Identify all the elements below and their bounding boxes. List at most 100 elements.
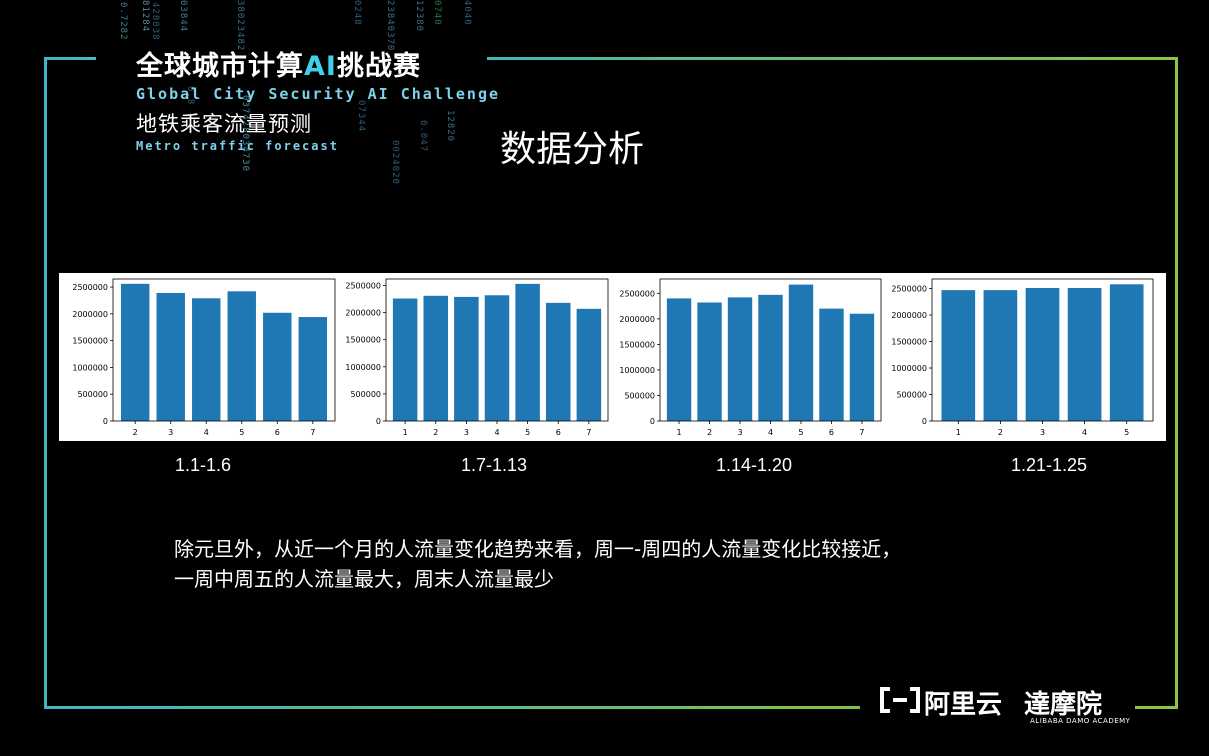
frame-right bbox=[1175, 57, 1178, 709]
frame-bottom-right bbox=[1135, 706, 1178, 709]
period-label-2: 1.7-1.13 bbox=[461, 455, 528, 475]
event-subtitle-en: Global City Security AI Challenge bbox=[136, 85, 501, 103]
plot-frame bbox=[112, 278, 336, 422]
bar-6 bbox=[545, 302, 571, 421]
x-tick-label: 2 bbox=[433, 428, 438, 437]
bar-chart-1: 2 3 4 5 6 7 0 500000 1000000 1500000 2000000 250000… bbox=[72, 278, 336, 437]
y-tick-label: 2000000 bbox=[619, 315, 655, 324]
y-tick-label: 1500000 bbox=[345, 336, 381, 345]
bar-2 bbox=[697, 302, 722, 421]
bar-2 bbox=[423, 295, 449, 421]
plot-frame bbox=[659, 278, 882, 422]
x-tick-label: 1 bbox=[403, 428, 408, 437]
y-tick-label: 1000000 bbox=[619, 366, 655, 375]
x-tick-label: 3 bbox=[737, 428, 742, 437]
y-tick-label: 1000000 bbox=[345, 363, 381, 372]
x-tick-label: 2 bbox=[707, 428, 712, 437]
y-tick-label: 1000000 bbox=[72, 363, 108, 372]
y-tick-label: 0 bbox=[650, 417, 655, 426]
y-tick-label: 500000 bbox=[624, 391, 655, 400]
frame-top-left bbox=[44, 57, 96, 60]
bar-6 bbox=[819, 308, 844, 421]
period-label-1: 1.1-1.6 bbox=[175, 455, 232, 475]
x-tick-label: 6 bbox=[829, 428, 834, 437]
x-tick-label: 2 bbox=[133, 428, 138, 437]
bar-1 bbox=[941, 290, 976, 421]
x-tick-label: 6 bbox=[275, 428, 280, 437]
y-tick-label: 2500000 bbox=[891, 285, 927, 294]
event-title-part2: 挑战赛 bbox=[336, 51, 421, 82]
aliyun-text: 阿里云 bbox=[924, 690, 1003, 720]
x-tick-label: 6 bbox=[556, 428, 561, 437]
y-tick-label: 1500000 bbox=[619, 340, 655, 349]
aliyun-logo bbox=[878, 686, 922, 718]
bar-6 bbox=[263, 312, 292, 421]
y-tick-label: 1500000 bbox=[891, 338, 927, 347]
damo-subtext: ALIBABA DAMO ACADEMY bbox=[1030, 717, 1131, 725]
bar-4 bbox=[1067, 288, 1102, 421]
weekly-flow-charts: 2 3 4 5 6 70500000100000015000002000000250000… bbox=[72, 278, 1154, 437]
event-title: 全球城市计算AI挑战赛 bbox=[136, 44, 421, 83]
bar-2 bbox=[983, 290, 1018, 421]
x-tick-label: 4 bbox=[494, 428, 499, 437]
x-tick-label: 4 bbox=[204, 428, 209, 437]
y-tick-label: 0 bbox=[922, 417, 927, 426]
conclusion-line-1: 除元旦外，从近一个月的人流量变化趋势来看，周一-周四的人流量变化比较接近， bbox=[174, 537, 902, 561]
x-tick-label: 4 bbox=[768, 428, 773, 437]
bar-3 bbox=[454, 296, 479, 421]
y-tick-label: 500000 bbox=[77, 390, 108, 399]
bar-4 bbox=[192, 298, 221, 421]
damo-text: 達摩院 bbox=[1024, 690, 1103, 720]
x-tick-label: 3 bbox=[168, 428, 173, 437]
y-tick-label: 2000000 bbox=[345, 309, 381, 318]
x-tick-label: 5 bbox=[798, 428, 803, 437]
bar-5 bbox=[788, 284, 814, 421]
y-tick-label: 0 bbox=[376, 417, 381, 426]
period-label-4: 1.21-1.25 bbox=[1011, 455, 1088, 475]
bar-3 bbox=[1025, 288, 1060, 421]
y-tick-label: 1000000 bbox=[891, 364, 927, 373]
conclusion-line-2: 一周中周五的人流量最大，周末人流量最少 bbox=[174, 567, 554, 591]
track-title-en: Metro traffic forecast bbox=[136, 139, 339, 153]
y-tick-label: 2500000 bbox=[345, 282, 381, 291]
bar-7 bbox=[849, 313, 875, 421]
bar-chart-3: 1 2 3 4 5 6 7 0 500000 1000000 1500000 2000000 25000… bbox=[619, 278, 882, 437]
y-tick-label: 0 bbox=[103, 417, 108, 426]
bar-4 bbox=[484, 295, 510, 421]
x-tick-label: 2 bbox=[998, 428, 1003, 437]
x-tick-label: 7 bbox=[586, 428, 591, 437]
x-tick-label: 4 bbox=[1082, 428, 1087, 437]
bar-5 bbox=[515, 283, 540, 421]
y-tick-label: 1500000 bbox=[72, 337, 108, 346]
slide-title: 数据分析 bbox=[500, 129, 645, 170]
event-title-part1: 全球城市计算 bbox=[136, 51, 304, 82]
aliyun-bracket-icon bbox=[880, 687, 920, 713]
bar-chart-2: 1 2 3 4 5 6 7 0 500000 1000000 1500000 2000000 25000… bbox=[345, 278, 609, 437]
y-tick-label: 2000000 bbox=[72, 310, 108, 319]
bar-2 bbox=[120, 283, 150, 421]
y-tick-label: 2500000 bbox=[72, 283, 108, 292]
x-tick-label: 5 bbox=[239, 428, 244, 437]
x-tick-label: 5 bbox=[525, 428, 530, 437]
x-tick-label: 3 bbox=[464, 428, 469, 437]
bar-5 bbox=[1109, 284, 1144, 421]
bar-7 bbox=[576, 308, 602, 421]
y-tick-label: 500000 bbox=[896, 391, 927, 400]
frame-top-right bbox=[487, 57, 1178, 60]
bar-3 bbox=[156, 292, 185, 421]
frame-bottom-left bbox=[44, 706, 860, 709]
x-tick-label: 7 bbox=[859, 428, 864, 437]
bar-3 bbox=[727, 297, 753, 421]
bar-5 bbox=[227, 291, 256, 421]
bar-chart-4: 1 2 3 4 5 0 500000 1000000 1500000 2000000 2500000 bbox=[891, 278, 1154, 437]
bar-1 bbox=[392, 298, 418, 421]
frame-left bbox=[44, 57, 47, 709]
x-tick-label: 1 bbox=[677, 428, 682, 437]
bar-4 bbox=[758, 294, 783, 421]
y-tick-label: 500000 bbox=[350, 390, 381, 399]
y-tick-label: 2500000 bbox=[619, 289, 655, 298]
y-tick-label: 2000000 bbox=[891, 311, 927, 320]
track-title-cn: 地铁乘客流量预测 bbox=[136, 112, 312, 136]
plot-frame bbox=[931, 278, 1154, 422]
chart-strip: 2 3 4 5 6 7 0 500000 1000000 1500000 2000000 250000… bbox=[59, 273, 1166, 441]
